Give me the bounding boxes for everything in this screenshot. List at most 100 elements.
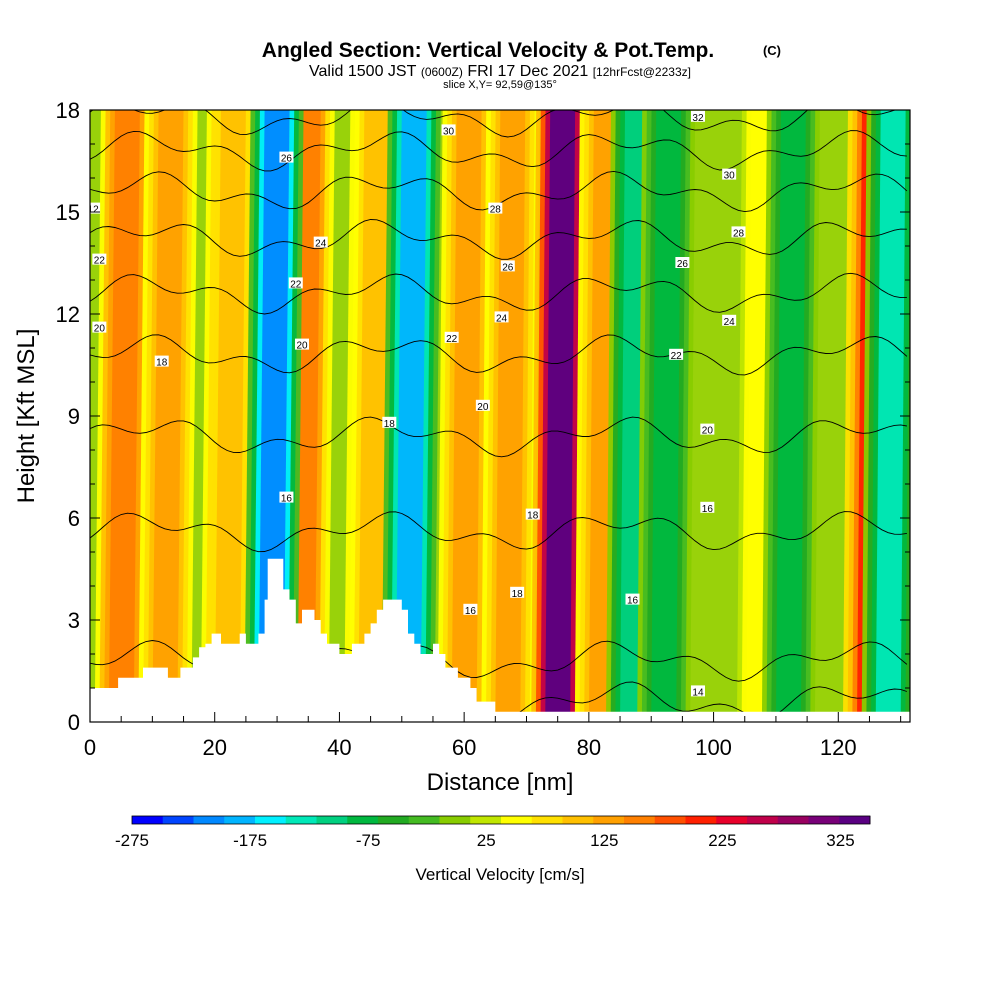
- contour-label-bg: [154, 355, 169, 367]
- contour-label: 22: [92, 253, 107, 267]
- contour-label-text: 16: [627, 596, 639, 607]
- contour-label-bg: [488, 202, 503, 214]
- contour-label-text: 18: [512, 589, 524, 600]
- updraft-level-3: [108, 110, 140, 722]
- slice-note: slice X,Y= 92,59@135°: [443, 79, 557, 91]
- colorbar-segment: [285, 816, 317, 824]
- contour-label-bg: [92, 321, 107, 333]
- y-tick-label: 6: [68, 506, 80, 531]
- contour-label-text: 20: [702, 426, 714, 437]
- contour-label: 20: [295, 338, 310, 352]
- contour-label-bg: [313, 236, 328, 248]
- contour-label: 16: [700, 501, 715, 515]
- contour-label: 24: [494, 311, 509, 324]
- colorbar-segment: [501, 816, 533, 824]
- contour-label: 26: [675, 257, 690, 270]
- colorbar-segment: [347, 816, 379, 824]
- theta-contour-20: [90, 416, 907, 458]
- contour-label-text: 26: [502, 262, 514, 273]
- contour-label-text: 32: [692, 113, 704, 124]
- contour-label: 16: [625, 593, 640, 607]
- colorbar-frame: [131, 815, 871, 825]
- contour-label-bg: [295, 338, 310, 350]
- contour-label-text: 26: [677, 259, 689, 270]
- y-axis-title: Height [Kft MSL]: [13, 329, 40, 504]
- terrain: [90, 558, 910, 722]
- contour-label-bg: [444, 331, 459, 343]
- colorbar-segment: [654, 816, 686, 824]
- contour-label-bg: [700, 423, 715, 435]
- colorbar-segment: [685, 816, 717, 824]
- chart-title-suffix: (C): [763, 43, 781, 58]
- contour-label: 28: [488, 202, 503, 216]
- subtitle-valid: Valid 1500 JST: [309, 63, 417, 80]
- x-axis: 0 20 40 60 80 100 120: [84, 712, 902, 760]
- y-tick-label: 0: [68, 710, 80, 735]
- colorbar-segment: [747, 816, 779, 824]
- contour-label-bg: [463, 603, 478, 615]
- colorbar-title: Vertical Velocity [cm/s]: [415, 865, 584, 884]
- contour-label: 16: [463, 603, 478, 617]
- y-tick-label: 15: [56, 200, 80, 225]
- contour-label-bg: [731, 226, 746, 238]
- colorbar-tick-label: 25: [477, 831, 496, 850]
- contour-label: 28: [731, 226, 746, 239]
- contour-label-bg: [722, 314, 737, 326]
- colorbar-segment: [716, 816, 748, 824]
- x-tick-label: 0: [84, 735, 96, 760]
- x-tick-label: 40: [327, 735, 351, 760]
- contour-label-bg: [92, 253, 107, 265]
- contour-labels: 12 22 20 18 26 24 22 20 18 16 30 28 26 24 22 20 18 16 18 16…: [88, 110, 746, 698]
- colorbar-segment: [562, 816, 594, 824]
- contour-label-bg: [279, 491, 294, 503]
- colorbar-segment: [808, 816, 840, 824]
- contour-label-bg: [382, 416, 397, 428]
- contour-label: 18: [510, 586, 525, 600]
- theta-contour-30: [90, 130, 907, 172]
- colorbar-tick-label: 125: [590, 831, 618, 850]
- contour-label: 18: [525, 508, 540, 522]
- downdraft-level-3: [875, 110, 906, 722]
- updraft-level-3: [214, 110, 246, 722]
- contour-label: 32: [690, 110, 705, 124]
- contour-label: 26: [279, 151, 294, 165]
- theta-contour-22: [90, 334, 908, 376]
- colorbar-segment: [193, 816, 225, 824]
- x-tick-label: 60: [452, 735, 476, 760]
- colorbar-segment: [777, 816, 809, 824]
- contour-label-bg: [690, 110, 705, 122]
- colorbar-segment: [470, 816, 502, 824]
- x-tick-label: 100: [695, 735, 732, 760]
- plot-area: 12 22 20 18 26 24 22 20 18 16 30 28 26 24 22 20 18 16 18 16…: [88, 110, 910, 722]
- contour-label-bg: [279, 151, 294, 163]
- y-tick-label: 9: [68, 404, 80, 429]
- colorbar-tick-label: -175: [233, 831, 267, 850]
- y-tick-label: 18: [56, 98, 80, 123]
- contour-label-bg: [525, 508, 540, 520]
- contour-label-text: 12: [88, 205, 100, 216]
- contour-label-text: 30: [443, 126, 455, 137]
- contour-label-text: 24: [496, 313, 508, 324]
- contour-label-text: 22: [94, 256, 106, 267]
- contour-label: 24: [313, 236, 328, 250]
- contour-label: 16: [279, 491, 294, 505]
- x-axis-title: Distance [nm]: [427, 769, 574, 796]
- contour-label: 30: [722, 168, 737, 182]
- contour-label-text: 20: [477, 402, 489, 413]
- contour-label: 26: [500, 260, 515, 273]
- colorbar-tick-label: 325: [826, 831, 854, 850]
- contour-label-text: 22: [671, 351, 683, 362]
- contour-label-text: 16: [465, 606, 477, 617]
- contour-label-text: 20: [296, 341, 308, 352]
- colorbar-tick-label: 225: [708, 831, 736, 850]
- contour-label-bg: [288, 277, 303, 289]
- colorbar-segment: [408, 816, 440, 824]
- velocity-field: [94, 110, 910, 722]
- x-tick-label: 120: [820, 735, 857, 760]
- theta-contour-26: [90, 219, 907, 260]
- chart-title: Angled Section: Vertical Velocity & Pot.…: [262, 39, 714, 62]
- colorbar-segment: [624, 816, 656, 824]
- colorbar-segment: [839, 816, 871, 824]
- y-tick-label: 3: [68, 608, 80, 633]
